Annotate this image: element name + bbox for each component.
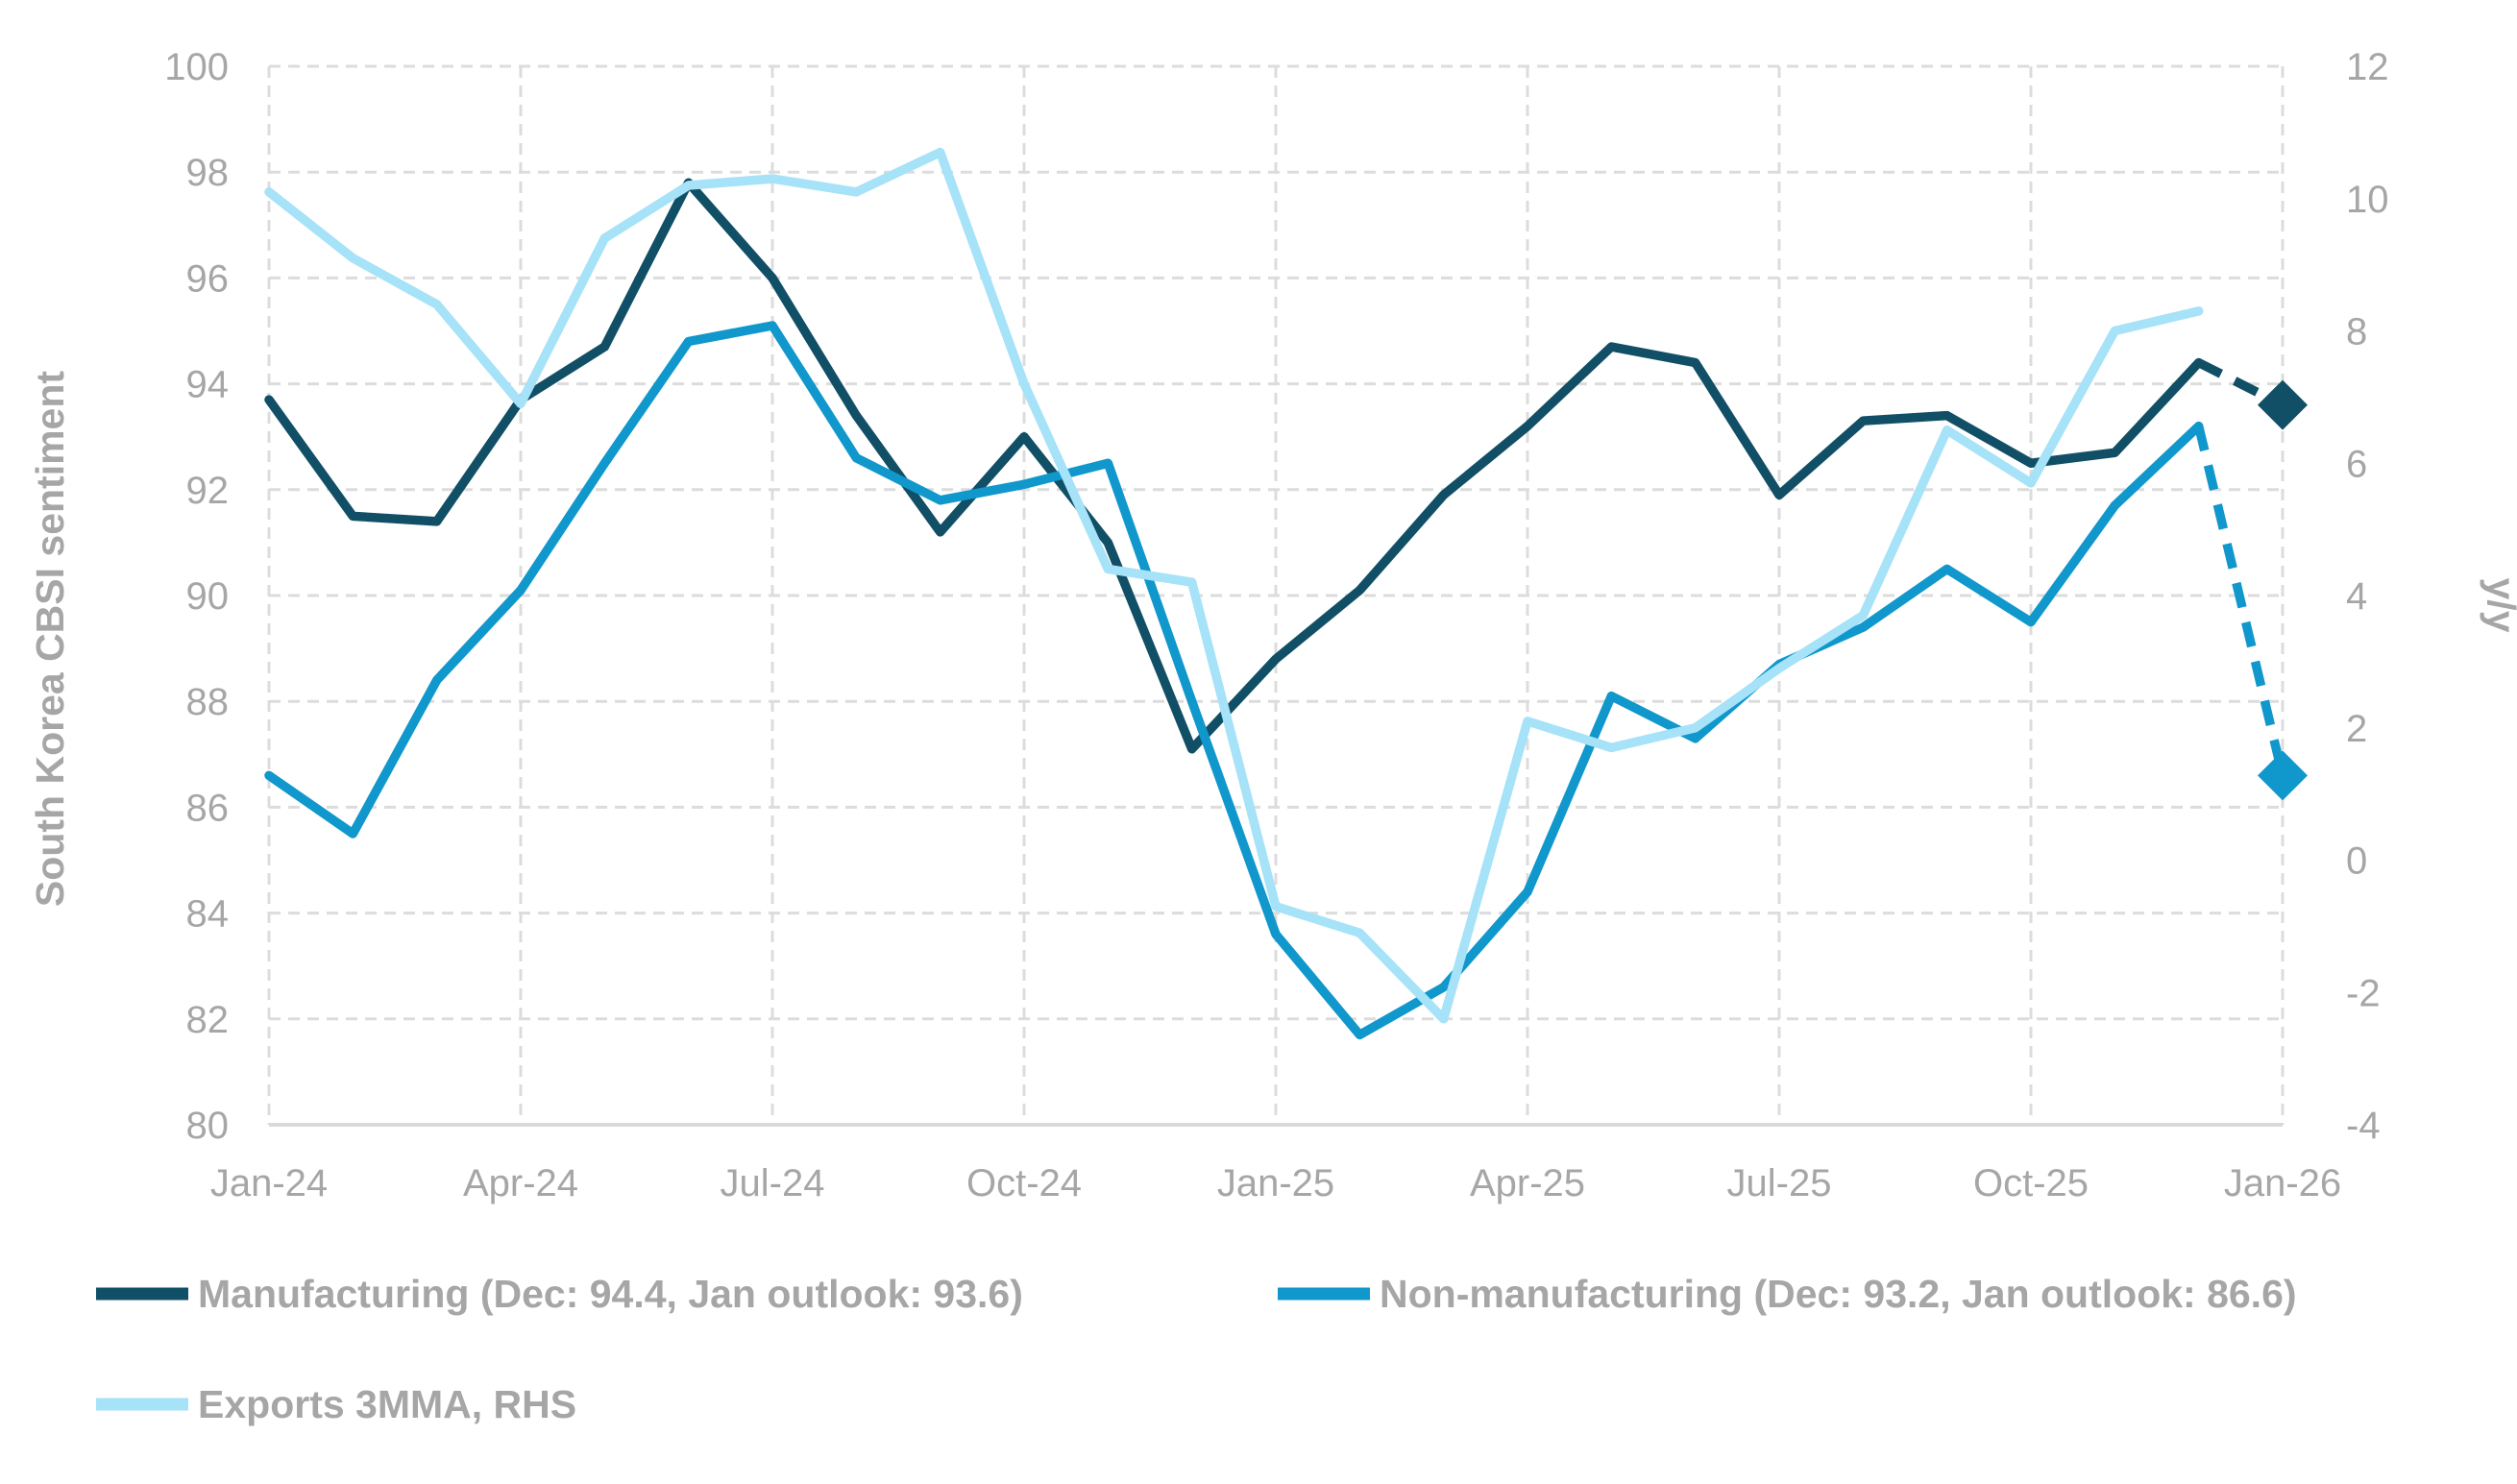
series-line	[264, 147, 2204, 1024]
series-line	[264, 178, 2204, 754]
right-tick-label: 0	[2346, 840, 2367, 883]
right-tick-label: 4	[2346, 575, 2367, 618]
right-axis-title: y/y	[2480, 578, 2517, 633]
right-tick-label: 10	[2346, 179, 2389, 221]
legend-item-non-manufacturing: Non-manufacturing (Dec: 93.2, Jan outloo…	[1278, 1272, 2297, 1316]
left-tick-label: 80	[186, 1105, 230, 1147]
x-tick-label: Apr-24	[463, 1162, 578, 1204]
x-tick-label: Jan-26	[2224, 1162, 2341, 1204]
right-tick-label: -2	[2346, 972, 2381, 1014]
left-tick-label: 96	[186, 257, 230, 300]
left-tick-label: 84	[186, 893, 230, 936]
right-tick-label: 12	[2346, 46, 2389, 88]
x-tick-label: Jan-25	[1217, 1162, 1334, 1204]
left-tick-label: 86	[186, 787, 230, 829]
x-tick-label: Jul-25	[1727, 1162, 1832, 1204]
series-lines	[264, 147, 2308, 1040]
left-tick-label: 100	[164, 46, 229, 88]
series-line	[264, 321, 2204, 1040]
legend-item-exports: Exports 3MMA, RHS	[96, 1382, 576, 1426]
series-2	[264, 147, 2204, 1024]
left-axis-tick-labels: 80 82 84 86 88 90 92 94 96 98 100	[164, 46, 229, 1147]
outlook-diamond-marker	[2258, 379, 2308, 430]
left-tick-label: 90	[186, 575, 230, 618]
legend-item-manufacturing: Manufacturing (Dec: 94.4, Jan outlook: 9…	[96, 1272, 1023, 1316]
outlook-dashed-line	[2196, 358, 2285, 409]
x-axis-tick-labels: Jan-24 Apr-24 Jul-24 Oct-24 Jan-25 Apr-25 Jul-…	[210, 1162, 2341, 1204]
left-tick-label: 92	[186, 470, 230, 512]
x-tick-label: Oct-25	[1973, 1162, 2089, 1204]
series-1	[264, 321, 2308, 1040]
legend-label-manufacturing: Manufacturing (Dec: 94.4, Jan outlook: 9…	[198, 1272, 1023, 1316]
series-0	[264, 178, 2308, 754]
legend-label-exports: Exports 3MMA, RHS	[198, 1382, 576, 1426]
x-tick-label: Jul-24	[721, 1162, 825, 1204]
left-tick-label: 82	[186, 999, 230, 1041]
right-axis-tick-labels: -4 -2 0 2 4 6 8 10 12	[2346, 46, 2389, 1147]
right-tick-label: -4	[2346, 1105, 2381, 1147]
left-tick-label: 98	[186, 152, 230, 194]
right-tick-label: 6	[2346, 443, 2367, 485]
legend: Manufacturing (Dec: 94.4, Jan outlook: 9…	[96, 1272, 2297, 1426]
right-tick-label: 8	[2346, 311, 2367, 353]
right-tick-label: 2	[2346, 708, 2367, 750]
outlook-dashed-line	[2194, 425, 2287, 777]
x-tick-label: Oct-24	[966, 1162, 1082, 1204]
legend-label-non-manufacturing: Non-manufacturing (Dec: 93.2, Jan outloo…	[1380, 1272, 2297, 1316]
x-tick-label: Jan-24	[210, 1162, 328, 1204]
left-tick-label: 88	[186, 681, 230, 723]
left-tick-label: 94	[186, 364, 230, 406]
left-axis-title: South Korea CBSI sentiment	[28, 371, 72, 907]
x-tick-label: Apr-25	[1470, 1162, 1585, 1204]
outlook-diamond-marker	[2258, 750, 2308, 801]
